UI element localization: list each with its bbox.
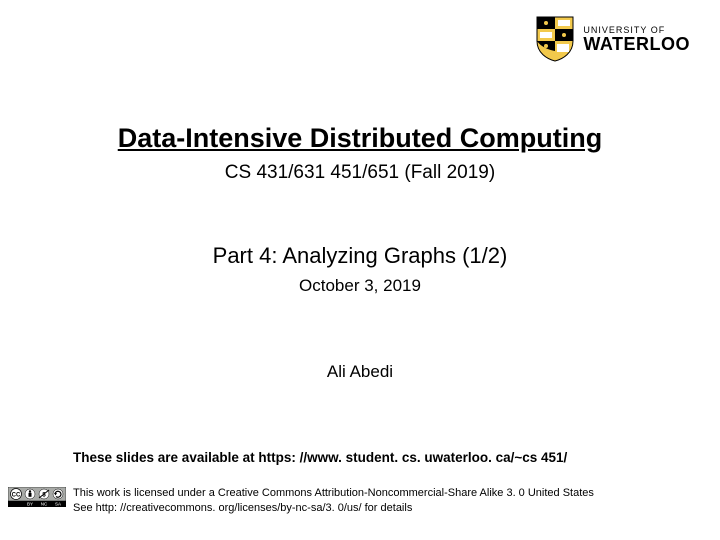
license-line-2: See http: //creativecommons. org/license… [73, 502, 412, 514]
license-line-1: This work is licensed under a Creative C… [73, 487, 594, 499]
svg-text:CC: CC [12, 493, 21, 499]
cc-nc-label: NC [41, 502, 48, 507]
university-logo: UNIVERSITY OF WATERLOO [535, 15, 690, 63]
logo-name: WATERLOO [583, 35, 690, 53]
author-name: Ali Abedi [0, 362, 720, 382]
lecture-date: October 3, 2019 [0, 276, 720, 296]
slide-title: Data-Intensive Distributed Computing [0, 123, 720, 154]
course-code: CS 431/631 451/651 (Fall 2019) [0, 162, 720, 184]
part-heading: Part 4: Analyzing Graphs (1/2) [0, 243, 720, 269]
availability-text: These slides are available at https: //w… [73, 450, 567, 465]
cc-by-label: BY [27, 502, 33, 507]
shield-icon [535, 15, 575, 63]
cc-badge-icon: CC $ BY NC SA [8, 487, 66, 507]
cc-sa-label: SA [55, 502, 61, 507]
